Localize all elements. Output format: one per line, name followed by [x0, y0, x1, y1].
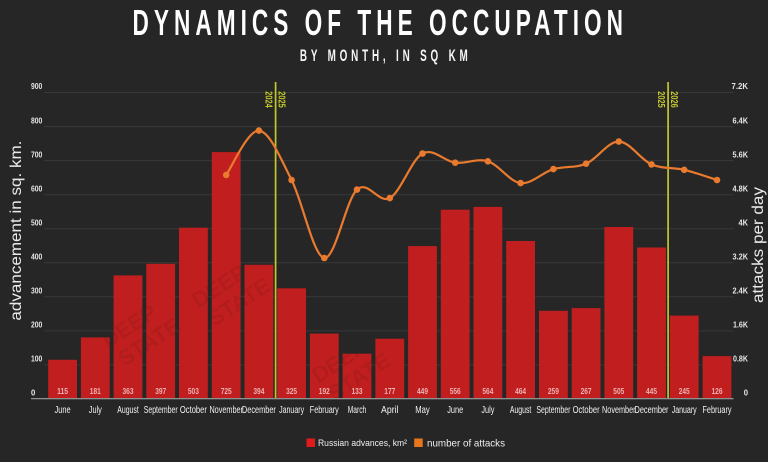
- svg-text:5.6K: 5.6K: [733, 150, 749, 159]
- svg-text:August: August: [510, 405, 532, 416]
- svg-text:133: 133: [352, 387, 363, 396]
- svg-text:attacks per day: attacks per day: [750, 187, 767, 303]
- svg-text:October: October: [573, 405, 601, 416]
- svg-text:0: 0: [31, 389, 36, 398]
- svg-text:126: 126: [712, 387, 723, 396]
- svg-text:DYNAMICS OF THE OCCUPATION: DYNAMICS OF THE OCCUPATION: [132, 4, 627, 44]
- svg-text:564: 564: [482, 387, 493, 396]
- svg-text:September: September: [144, 405, 178, 416]
- svg-text:4.8K: 4.8K: [733, 184, 749, 193]
- svg-text:115: 115: [57, 387, 68, 396]
- svg-text:November: November: [602, 405, 636, 416]
- svg-text:December: December: [242, 405, 276, 416]
- svg-text:February: February: [310, 405, 339, 416]
- svg-text:January: January: [279, 405, 304, 416]
- svg-text:BY MONTH, IN SQ KM: BY MONTH, IN SQ KM: [300, 47, 472, 65]
- svg-text:August: August: [117, 405, 139, 416]
- svg-text:7.2K: 7.2K: [732, 82, 749, 91]
- svg-text:500: 500: [31, 218, 43, 227]
- svg-text:3.2K: 3.2K: [733, 253, 749, 262]
- svg-text:4K: 4K: [739, 218, 749, 227]
- svg-text:2.4K: 2.4K: [733, 287, 749, 296]
- svg-text:0: 0: [744, 389, 749, 398]
- svg-text:advancement in sq. km.: advancement in sq. km.: [8, 141, 25, 321]
- svg-text:267: 267: [581, 387, 592, 396]
- svg-text:300: 300: [31, 287, 43, 296]
- svg-text:0.8K: 0.8K: [733, 355, 748, 364]
- svg-text:503: 503: [188, 387, 199, 396]
- svg-text:July: July: [481, 405, 494, 416]
- svg-text:259: 259: [548, 387, 559, 396]
- svg-text:600: 600: [31, 184, 43, 193]
- svg-text:700: 700: [31, 150, 43, 159]
- svg-text:Russian advances, km²: Russian advances, km²: [318, 438, 407, 449]
- svg-text:February: February: [703, 405, 732, 416]
- svg-text:800: 800: [31, 116, 43, 125]
- svg-text:464: 464: [515, 387, 526, 396]
- svg-text:200: 200: [31, 321, 43, 330]
- svg-text:June: June: [447, 405, 463, 416]
- svg-text:177: 177: [384, 387, 395, 396]
- svg-text:June: June: [55, 405, 71, 416]
- svg-text:725: 725: [221, 387, 232, 396]
- svg-text:2025: 2025: [655, 91, 666, 108]
- svg-text:400: 400: [31, 253, 43, 262]
- svg-text:July: July: [89, 405, 102, 416]
- svg-text:September: September: [536, 405, 570, 416]
- svg-text:363: 363: [123, 387, 134, 396]
- svg-text:January: January: [672, 405, 697, 416]
- svg-text:April: April: [381, 405, 399, 416]
- svg-text:6.4K: 6.4K: [733, 116, 749, 125]
- svg-text:March: March: [348, 405, 367, 416]
- svg-text:October: October: [180, 405, 208, 416]
- svg-text:November: November: [209, 405, 243, 416]
- svg-text:325: 325: [286, 387, 297, 396]
- svg-text:449: 449: [417, 387, 428, 396]
- svg-text:number of attacks: number of attacks: [427, 438, 505, 450]
- svg-text:100: 100: [31, 355, 43, 364]
- svg-text:2024: 2024: [262, 91, 273, 108]
- svg-text:2026: 2026: [668, 91, 679, 108]
- svg-text:May: May: [415, 405, 430, 416]
- svg-text:December: December: [635, 405, 669, 416]
- svg-text:394: 394: [253, 387, 264, 396]
- svg-text:556: 556: [450, 387, 461, 396]
- svg-text:2025: 2025: [275, 91, 286, 108]
- svg-text:192: 192: [319, 387, 330, 396]
- svg-text:245: 245: [679, 387, 690, 396]
- svg-text:505: 505: [613, 387, 624, 396]
- svg-text:1.6K: 1.6K: [733, 321, 748, 330]
- svg-text:397: 397: [155, 387, 166, 396]
- svg-text:181: 181: [90, 387, 101, 396]
- svg-text:900: 900: [31, 82, 43, 91]
- svg-text:445: 445: [646, 387, 657, 396]
